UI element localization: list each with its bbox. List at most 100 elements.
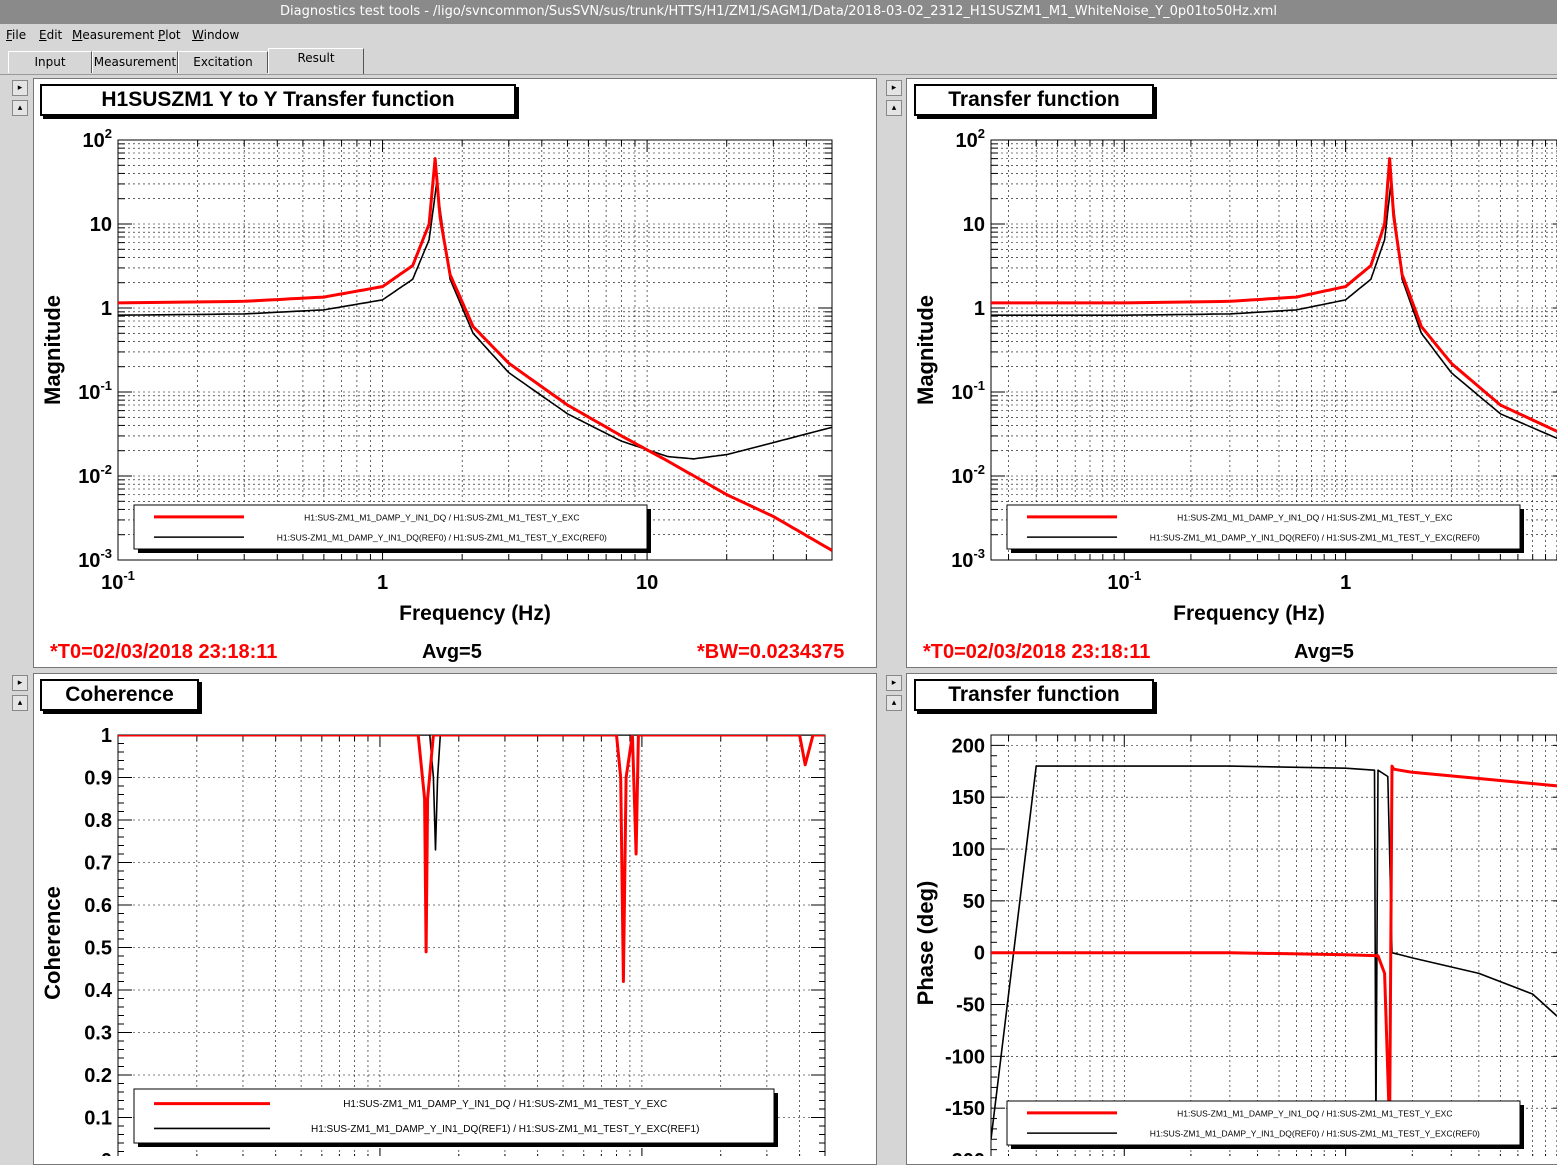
x-tick-label-tl-0: 10-1 bbox=[101, 568, 135, 594]
x-tick-label-tr-0: 10-1 bbox=[1107, 568, 1141, 594]
chart-phase: -200 -150 -100 -50 0 50 100 150 200 Phase (deg) H1… bbox=[913, 734, 1557, 1156]
tab-excitation[interactable]: Excitation bbox=[178, 51, 268, 73]
legend-label-br-0: H1:SUS-ZM1_M1_DAMP_Y_IN1_DQ / H1:SUS-ZM1… bbox=[1177, 1108, 1452, 1118]
y-tick-label-bl-3: 0.3 bbox=[84, 1023, 112, 1045]
y-tick-label-br-8: 200 bbox=[952, 735, 985, 757]
y-tick-label-tr-3: 1 bbox=[974, 298, 985, 320]
bw-label-tl: *BW=0.0234375 bbox=[697, 641, 845, 663]
legend-label-tr-1: H1:SUS-ZM1_M1_DAMP_Y_IN1_DQ(REF0) / H1:S… bbox=[1150, 533, 1480, 543]
panel-tr-title: Transfer function bbox=[914, 84, 1154, 116]
avg-label-tr: Avg=5 bbox=[1294, 641, 1354, 663]
tab-measurement[interactable]: Measurement bbox=[92, 51, 178, 73]
panel-br-prev-button[interactable]: ▴ bbox=[886, 695, 902, 711]
y-tick-label-tr-5: 102 bbox=[956, 126, 985, 152]
plot-frame-tl bbox=[117, 139, 833, 561]
y-tick-label-br-6: 100 bbox=[952, 839, 985, 861]
x-tick-label-tl-2: 10 bbox=[636, 572, 658, 594]
y-tick-label-tr-1: 10-2 bbox=[951, 462, 985, 488]
x-tick-label-tr-1: 1 bbox=[1340, 572, 1351, 594]
y-tick-label-tr-4: 10 bbox=[963, 214, 985, 236]
legend-label-bl-1: H1:SUS-ZM1_M1_DAMP_Y_IN1_DQ(REF1) / H1:S… bbox=[311, 1124, 699, 1135]
y-tick-label-tl-4: 10 bbox=[90, 214, 112, 236]
legend-box-tl bbox=[133, 504, 648, 550]
legend-label-bl-0: H1:SUS-ZM1_M1_DAMP_Y_IN1_DQ / H1:SUS-ZM1… bbox=[343, 1099, 667, 1110]
series-line-tr-1 bbox=[991, 183, 1557, 440]
grid-tr bbox=[991, 140, 1557, 560]
y-tick-label-bl-10: 1 bbox=[101, 725, 112, 747]
series-line-br-1 bbox=[991, 765, 1557, 1140]
plot-panel-tr[interactable] bbox=[906, 78, 1557, 668]
panel-tl-next-button[interactable]: ▸ bbox=[12, 80, 28, 96]
plot-panel-tl[interactable] bbox=[33, 78, 877, 668]
y-tick-label-br-0: -200 bbox=[945, 1150, 985, 1156]
legend-label-tr-0: H1:SUS-ZM1_M1_DAMP_Y_IN1_DQ / H1:SUS-ZM1… bbox=[1177, 512, 1452, 522]
y-tick-label-bl-8: 0.8 bbox=[84, 810, 112, 832]
menu-bar: File Edit Measurement Plot Window bbox=[0, 24, 1557, 46]
y-tick-label-br-4: 0 bbox=[974, 943, 985, 965]
legend-box-bl bbox=[133, 1088, 775, 1144]
panel-bl-prev-button[interactable]: ▴ bbox=[12, 695, 28, 711]
tick-marks-tl bbox=[117, 140, 833, 561]
grid-bl bbox=[118, 735, 825, 1156]
menu-edit[interactable]: Edit bbox=[39, 28, 63, 42]
y-tick-label-bl-4: 0.4 bbox=[84, 980, 113, 1002]
tab-input[interactable]: Input bbox=[8, 51, 92, 73]
window-title: Diagnostics test tools - /ligo/svncommon… bbox=[0, 0, 1557, 24]
y-tick-label-tl-3: 1 bbox=[101, 298, 112, 320]
y-tick-label-bl-0: 0 bbox=[101, 1150, 112, 1156]
tab-bar: Input Measurement Excitation Result bbox=[0, 46, 1557, 75]
y-tick-label-bl-5: 0.5 bbox=[84, 938, 112, 960]
menu-file[interactable]: File bbox=[6, 28, 27, 42]
y-tick-label-tl-0: 10-3 bbox=[78, 546, 112, 572]
series-line-tr-0 bbox=[991, 157, 1557, 433]
legend-label-br-1: H1:SUS-ZM1_M1_DAMP_Y_IN1_DQ(REF0) / H1:S… bbox=[1150, 1129, 1480, 1139]
t0-label-tl: *T0=02/03/2018 23:18:11 bbox=[50, 641, 278, 663]
chart-coherence: 0 0.1 0.2 0.3 0.4 0.5 0.6 0.7 0.8 0.9 1 Coherence H1… bbox=[40, 725, 826, 1156]
y-tick-label-bl-1: 0.1 bbox=[84, 1108, 112, 1130]
y-tick-label-br-1: -150 bbox=[945, 1098, 985, 1120]
legend-label-tl-0: H1:SUS-ZM1_M1_DAMP_Y_IN1_DQ / H1:SUS-ZM1… bbox=[304, 512, 579, 522]
panel-br-next-button[interactable]: ▸ bbox=[886, 675, 902, 691]
plot-frame-br bbox=[990, 734, 1557, 1156]
grid-br bbox=[991, 735, 1557, 1156]
tab-result[interactable]: Result bbox=[268, 48, 364, 74]
series-line-bl-1 bbox=[118, 735, 825, 851]
panel-br-title: Transfer function bbox=[914, 679, 1154, 711]
menu-plot[interactable]: Plot bbox=[158, 28, 181, 42]
menu-window[interactable]: Window bbox=[192, 28, 240, 42]
panel-tr-prev-button[interactable]: ▴ bbox=[886, 100, 902, 116]
plot-frame-tr bbox=[990, 139, 1557, 561]
series-line-tl-1 bbox=[118, 183, 832, 460]
plot-panel-br[interactable] bbox=[906, 673, 1557, 1165]
avg-label-tl: Avg=5 bbox=[422, 641, 482, 663]
grid-tl bbox=[118, 140, 832, 560]
y-axis-label-tr: Magnitude bbox=[913, 295, 938, 405]
y-tick-label-tl-2: 10-1 bbox=[78, 378, 112, 404]
tick-marks-bl bbox=[117, 734, 826, 1156]
y-axis-label-br: Phase (deg) bbox=[913, 881, 938, 1006]
series-line-tl-0 bbox=[118, 157, 832, 552]
menu-measurement[interactable]: Measurement bbox=[72, 28, 155, 42]
series-line-bl-0 bbox=[118, 735, 825, 983]
y-tick-label-bl-9: 0.9 bbox=[84, 768, 112, 790]
legend-box-br bbox=[1006, 1100, 1521, 1146]
chart-magnitude-tl: 10-3 10-2 10-1 1 10 102 10-1 1 10 Frequency (Hz) M… bbox=[40, 126, 833, 625]
plot-panel-bl[interactable] bbox=[33, 673, 877, 1165]
x-tick-label-tl-1: 1 bbox=[377, 572, 388, 594]
series-group-bl bbox=[118, 735, 825, 983]
y-tick-label-bl-7: 0.7 bbox=[84, 853, 112, 875]
y-tick-label-br-3: -50 bbox=[956, 995, 985, 1017]
series-group-tl bbox=[118, 157, 832, 552]
y-axis-label-bl: Coherence bbox=[40, 886, 65, 1000]
legend-label-tl-1: H1:SUS-ZM1_M1_DAMP_Y_IN1_DQ(REF0) / H1:S… bbox=[277, 533, 607, 543]
y-tick-label-br-7: 150 bbox=[952, 787, 985, 809]
series-line-br-0 bbox=[991, 764, 1557, 1131]
panel-bl-next-button[interactable]: ▸ bbox=[12, 675, 28, 691]
panel-tr-next-button[interactable]: ▸ bbox=[886, 80, 902, 96]
tick-marks-br bbox=[991, 735, 1557, 1156]
y-tick-label-tl-1: 10-2 bbox=[78, 462, 112, 488]
y-tick-label-tr-0: 10-3 bbox=[951, 546, 985, 572]
panel-tl-prev-button[interactable]: ▴ bbox=[12, 100, 28, 116]
x-axis-label-tr: Frequency (Hz) bbox=[1173, 602, 1325, 625]
